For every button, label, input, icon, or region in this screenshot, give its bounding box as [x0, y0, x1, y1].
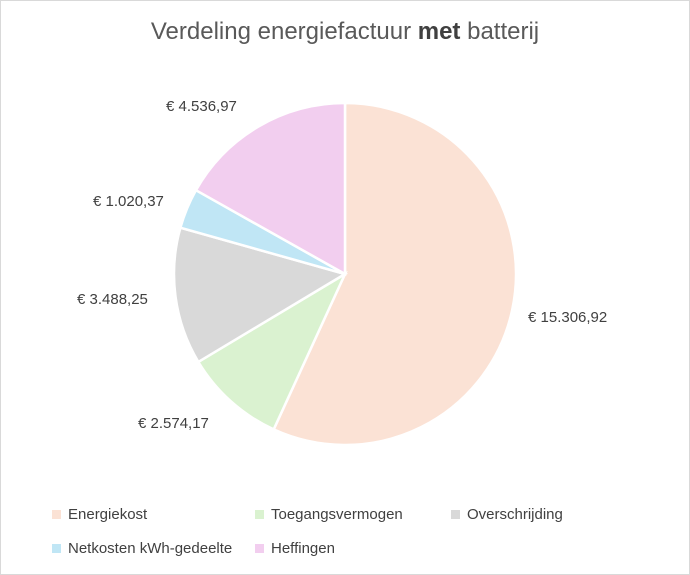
data-label: € 1.020,37: [93, 193, 164, 210]
legend-item-energiekost: Energiekost: [52, 503, 255, 525]
chart-title: Verdeling energiefactuur met batterij: [0, 18, 690, 46]
chart-title-suffix: batterij: [460, 18, 540, 45]
pie-slice-heffingen: [194, 101, 347, 277]
chart-title-prefix: Verdeling energiefactuur: [150, 18, 418, 45]
legend-item-overschrijding: Overschrijding: [451, 503, 651, 525]
legend-row: Energiekost Toegangsvermogen Overschrijd…: [52, 503, 672, 525]
legend-row: Netkosten kWh-gedeelte Heffingen: [52, 537, 672, 559]
pie-slice-toegangsvermogen: [196, 270, 348, 432]
legend-item-toegangsvermogen: Toegangsvermogen: [255, 503, 451, 525]
chart-title-bold: met: [417, 18, 461, 45]
pie-slice-energiekost: [272, 101, 518, 447]
pie-data-labels: € 15.306,92 € 2.574,17 € 3.488,25 € 1.020,3…: [77, 98, 607, 432]
data-label: € 3.488,25: [77, 291, 148, 308]
legend-item-netkosten: Netkosten kWh-gedeelte: [52, 537, 255, 559]
pie-slice-overschrijding: [172, 226, 349, 364]
legend-swatch: [52, 543, 61, 553]
legend-label: Overschrijding: [467, 505, 563, 523]
data-label: € 2.574,17: [138, 415, 209, 432]
pie-slices: [172, 101, 518, 447]
legend-label: Heffingen: [271, 539, 335, 557]
legend-label: Toegangsvermogen: [271, 505, 403, 523]
legend-swatch: [52, 509, 61, 519]
data-label: € 15.306,92: [528, 309, 607, 326]
data-label: € 4.536,97: [166, 98, 237, 115]
legend-swatch: [255, 543, 264, 553]
legend: Energiekost Toegangsvermogen Overschrijd…: [52, 503, 672, 571]
legend-item-heffingen: Heffingen: [255, 537, 451, 559]
legend-swatch: [451, 509, 460, 519]
legend-label: Netkosten kWh-gedeelte: [68, 539, 233, 557]
legend-label: Energiekost: [68, 505, 148, 523]
legend-swatch: [255, 509, 264, 519]
